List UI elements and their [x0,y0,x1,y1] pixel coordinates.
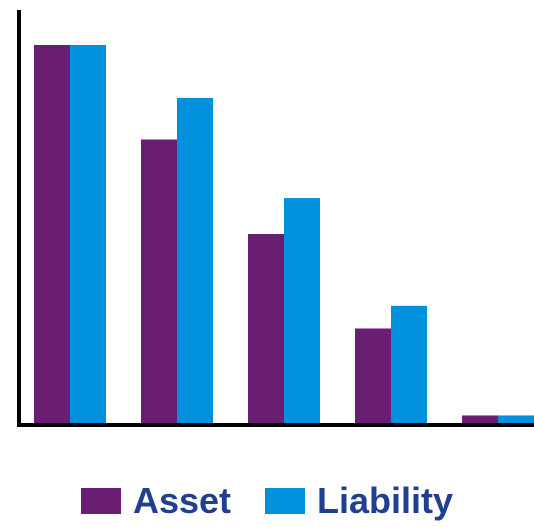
legend-item-liability: Liability [265,483,453,519]
bars-group [34,45,534,424]
bar-asset-2 [141,139,177,423]
bar-asset-1 [34,45,70,423]
bar-liability-4 [391,305,427,423]
legend: Asset Liability [0,478,534,524]
legend-swatch-asset [80,488,121,514]
bar-liability-1 [70,45,106,423]
bar-chart-plot [17,10,534,427]
bar-liability-3 [284,198,320,423]
bar-liability-5 [498,415,534,423]
legend-label-asset: Asset [132,480,232,521]
bar-liability-2 [177,97,213,424]
legend-item-asset: Asset [80,480,232,521]
legend-label-liability: Liability [317,480,454,521]
legend-swatch-liability [265,488,306,514]
bar-asset-5 [462,415,498,423]
bar-asset-4 [355,328,391,423]
bar-asset-3 [248,234,284,423]
